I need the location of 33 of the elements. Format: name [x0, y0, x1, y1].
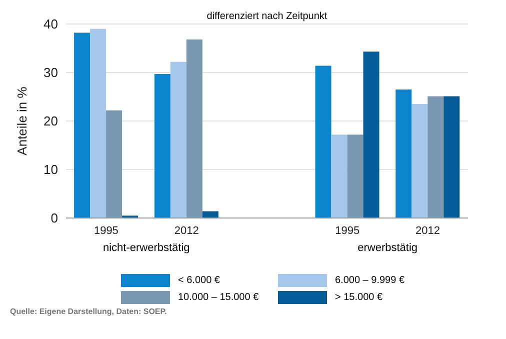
x-tick-label: 1995 — [335, 224, 360, 237]
y-tick-label: 10 — [44, 162, 58, 178]
text: nicht-erwerbstätig — [102, 242, 191, 254]
text: erwerbstätig — [356, 242, 419, 254]
bar — [106, 110, 122, 218]
legend-label: < 6.000 € — [178, 274, 220, 287]
chart-title: differenziert nach Zeitpunkt — [206, 11, 328, 22]
x-tick-label: 2012 — [174, 224, 199, 237]
y-axis-title: Anteile in % — [14, 86, 30, 156]
bar — [347, 134, 364, 218]
source-note: Quelle: Eigene Darstellung, Daten: SOEP. — [10, 307, 167, 316]
bar — [412, 104, 428, 218]
bar — [90, 28, 106, 218]
bar — [202, 211, 218, 218]
y-tick-label: 0 — [50, 210, 58, 226]
y-tick-label: 30 — [44, 65, 58, 80]
bar — [444, 96, 460, 218]
y-tick-label: 40 — [44, 16, 58, 32]
bar — [186, 40, 202, 218]
bar — [363, 52, 380, 218]
bar — [170, 62, 186, 218]
legend-label: > 15.000 € — [335, 291, 383, 304]
x-tick-label: 2012 — [416, 224, 440, 237]
bar — [154, 74, 170, 218]
bar — [74, 32, 90, 218]
legend-label: 10.000 – 15.000 € — [178, 291, 259, 304]
y-tick-label: 20 — [44, 114, 58, 129]
legend-label: 6.000 – 9.999 € — [335, 274, 405, 287]
bar — [331, 134, 348, 218]
x-tick-label: 1995 — [94, 224, 118, 237]
bar — [396, 89, 412, 218]
bar — [315, 66, 332, 218]
bar — [428, 96, 444, 218]
